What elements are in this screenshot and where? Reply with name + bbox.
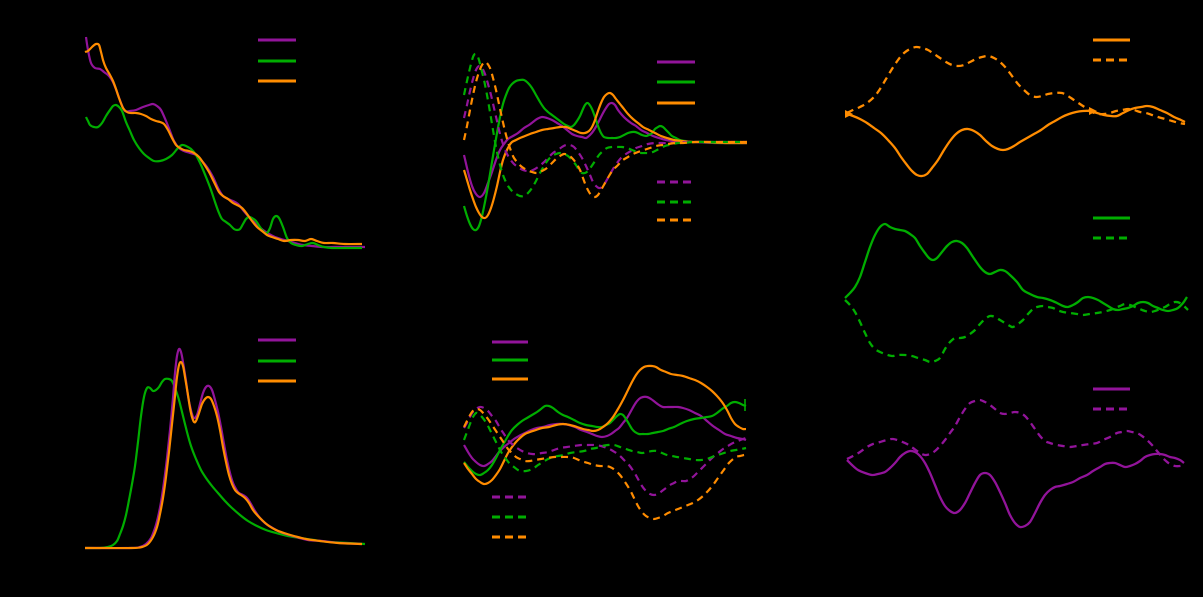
series-bottom-middle-orange-dashed bbox=[463, 407, 747, 521]
series-top-left-purple-solid bbox=[84, 36, 365, 249]
series-top-left-green-solid bbox=[84, 103, 362, 250]
series-top-left-orange-solid bbox=[84, 42, 363, 246]
series-bottom-left-orange-solid bbox=[84, 360, 363, 550]
series-top-middle-green-dashed bbox=[462, 52, 747, 198]
series-top-middle-green-solid bbox=[462, 78, 748, 232]
panel-top-left bbox=[84, 36, 365, 250]
series-bottom-middle-green-solid bbox=[463, 400, 747, 477]
panel-top-middle bbox=[462, 52, 748, 232]
series-bottom-middle-purple-dashed bbox=[463, 405, 747, 497]
series-top-middle-purple-dashed bbox=[462, 64, 747, 190]
series-top-middle-orange-solid bbox=[462, 91, 748, 220]
series-top-middle-orange-dashed bbox=[462, 60, 747, 199]
series-bottom-right-purple-dashed bbox=[846, 398, 1185, 468]
panel-middle-right bbox=[844, 216, 1189, 364]
triangle-right-marker bbox=[1089, 107, 1097, 115]
panel-bottom-right bbox=[846, 387, 1185, 529]
panel-top-right bbox=[845, 38, 1186, 178]
series-bottom-right-purple-solid bbox=[846, 449, 1185, 529]
series-top-right-orange-solid bbox=[846, 104, 1186, 178]
series-bottom-middle-green-dashed bbox=[462, 411, 747, 473]
series-middle-right-green-solid bbox=[844, 222, 1188, 313]
series-top-right-orange-dashed bbox=[846, 45, 1186, 126]
panel-bottom-left bbox=[84, 338, 366, 550]
series-bottom-left-green-solid bbox=[84, 377, 366, 550]
triangle-right-marker bbox=[845, 110, 853, 118]
series-bottom-middle-orange-solid bbox=[463, 364, 747, 486]
panel-bottom-middle bbox=[462, 340, 747, 539]
series-middle-right-green-dashed bbox=[844, 299, 1189, 364]
series-bottom-middle-purple-solid bbox=[463, 395, 747, 468]
